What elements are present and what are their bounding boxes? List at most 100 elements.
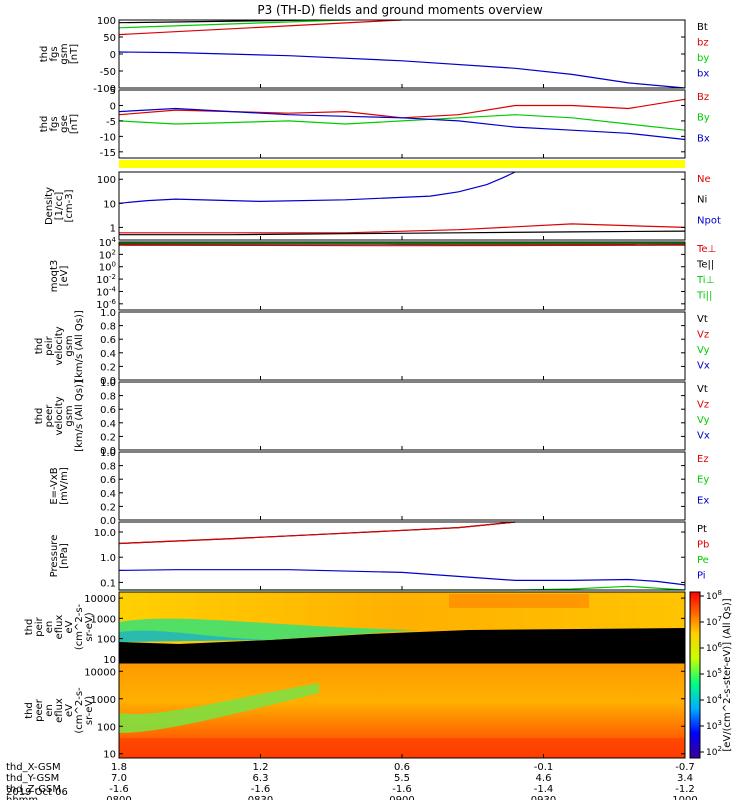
- colorbar-label: [eV/(cm^2-s-ster-eV)] (All Qs)]: [722, 598, 733, 751]
- y-tick-label: -100: [93, 84, 116, 95]
- y-tick-label: 1.0: [100, 378, 116, 389]
- y-axis-label: thd: [24, 619, 35, 636]
- panel-peer_velocity: 1.0 0.8 0.6 0.4 0.2 0.0 thd peer velocity gsm [km/…: [34, 378, 710, 457]
- legend-entry: Vt: [697, 384, 708, 395]
- x-tick-label: -0.7: [675, 762, 695, 773]
- chart-title: P3 (TH-D) fields and ground moments over…: [257, 3, 542, 17]
- y-tick-label: 100: [99, 261, 116, 274]
- plot-frame: [118, 171, 686, 241]
- y-axis-label: peer: [44, 404, 55, 428]
- y-tick-label: 100: [97, 635, 116, 646]
- colorbar: 108 107 106 105 104 103 102 [eV/(cm^2-s-ster-e…: [689, 589, 733, 759]
- panel-efield: 1.0 0.8 0.6 0.4 0.2 0.0 E=-VxB [mV/m] Ez Ey Ex: [49, 448, 709, 527]
- heatmap-peer_spec: [119, 663, 685, 758]
- heatmap-green-band: [119, 683, 319, 733]
- plot-frame: [118, 381, 686, 451]
- y-axis-label: eflux: [54, 615, 65, 640]
- heatmap-low-band: [119, 738, 685, 758]
- legend-entry: by: [697, 53, 709, 64]
- legend-entry: Ex: [697, 495, 709, 506]
- colorbar-tick-label: 103: [706, 719, 722, 732]
- x-row-label: thd_Y-GSM: [6, 773, 59, 784]
- colorbar-tick-label: 107: [706, 615, 722, 628]
- heatmap-low-band: [119, 628, 685, 662]
- y-tick-label: 0.1: [100, 578, 116, 589]
- y-tick-label: -5: [106, 117, 116, 128]
- series-density-0: [118, 171, 516, 204]
- plot-frame: [118, 311, 686, 381]
- heatmap-peir_spec: [119, 592, 685, 662]
- series-pressure-1: [118, 521, 516, 545]
- y-tick-label: 5: [110, 86, 116, 97]
- y-axis-label: (cm^2-s-: [74, 687, 85, 734]
- legend-entry: Ez: [697, 454, 709, 465]
- y-tick-label: 10-4: [96, 285, 116, 298]
- x-tick-label: 0930: [531, 795, 556, 800]
- y-axis-label: (cm^2-s-: [74, 603, 85, 650]
- y-axis-label: [cm-3]: [64, 189, 75, 222]
- colorbar-tick-label: 102: [706, 745, 722, 758]
- y-tick-label: 10: [103, 199, 116, 210]
- y-tick-label: 0.8: [100, 462, 116, 473]
- x-row-label: thd_X-GSM: [6, 762, 61, 773]
- panel-peir_velocity: 1.0 0.8 0.6 0.4 0.2 0.0 thd peir velocity gsm [km/…: [34, 308, 710, 387]
- colorbar-tick-label: 104: [706, 693, 722, 706]
- y-tick-label: 1.0: [100, 553, 116, 564]
- y-axis-label: [mV/m]: [59, 467, 70, 505]
- y-axis-label: eV: [64, 704, 75, 717]
- y-tick-label: 10000: [84, 667, 116, 678]
- y-tick-label: 0.8: [100, 392, 116, 403]
- legend-entry: Ti⊥: [696, 275, 714, 286]
- plot-frame: [118, 451, 686, 521]
- colorbar-tick-label: 108: [706, 589, 722, 602]
- series-fgs_gse-2: [118, 107, 686, 141]
- x-tick-label: 6.3: [253, 773, 269, 784]
- y-axis-label: E=-VxB: [49, 467, 60, 504]
- series-fgs_gsm-2: [118, 19, 346, 29]
- y-tick-label: 0.6: [100, 475, 116, 486]
- y-tick-label: 100: [97, 722, 116, 733]
- y-tick-label: 0: [110, 101, 116, 112]
- y-axis-label: peir: [34, 616, 45, 636]
- series-fgs_gsm-3: [118, 51, 686, 89]
- legend-entry: Ni: [697, 195, 707, 206]
- y-tick-label: 10000: [84, 594, 116, 605]
- y-tick-label: 0.2: [100, 362, 116, 373]
- y-axis-label: [eV]: [59, 266, 70, 287]
- x-tick-label: -1.6: [251, 784, 271, 795]
- x-tick-label: -1.4: [534, 784, 554, 795]
- legend-entry: Vy: [697, 345, 710, 356]
- legend-entry: By: [697, 113, 710, 124]
- y-tick-label: -15: [100, 148, 116, 159]
- x-tick-label: -1.6: [109, 784, 129, 795]
- x-axis-annotation: 2019 Oct 06 thd_X-GSMthd_Y-GSMthd_Z-GSMh…: [6, 762, 698, 800]
- y-axis-label: peer: [34, 698, 45, 722]
- legend-entry: Vt: [697, 314, 708, 325]
- y-tick-label: 0.6: [100, 405, 116, 416]
- y-axis-label: Density: [44, 187, 55, 225]
- legend-entry: Bt: [697, 22, 708, 33]
- y-tick-label: 0.4: [100, 489, 116, 500]
- y-axis-label: thd: [34, 408, 45, 425]
- y-axis-label: thd: [39, 46, 50, 63]
- plot-frame: [118, 89, 686, 159]
- x-tick-label: 0800: [106, 795, 131, 800]
- x-tick-label: 0.6: [394, 762, 410, 773]
- y-tick-label: 1000: [91, 695, 116, 706]
- y-axis-label: fgs: [49, 116, 60, 131]
- colorbar-tick-label: 106: [706, 641, 722, 654]
- panel-fgs_gse: 5 0 -5 -10 -15 thd fgs gse [nT] Bz By Bx: [39, 86, 710, 159]
- date-label: 2019 Oct 06: [6, 787, 68, 798]
- y-tick-label: 100: [97, 175, 116, 186]
- y-axis-label: [km/s (All Qs)]: [74, 380, 85, 452]
- y-axis-label: moqt3: [49, 260, 60, 293]
- panel-density: 100 10 1 Density [1/cc] [cm-3] Ne Ni Npot: [44, 171, 721, 241]
- y-axis-label: [nT]: [69, 44, 80, 64]
- y-axis-label: gse: [59, 115, 70, 133]
- y-axis-label: sr-eV): [84, 612, 95, 641]
- legend-entry: Bz: [697, 92, 709, 103]
- y-axis-label: thd: [24, 702, 35, 719]
- y-tick-label: 100: [97, 16, 116, 27]
- y-tick-label: 1: [110, 223, 116, 234]
